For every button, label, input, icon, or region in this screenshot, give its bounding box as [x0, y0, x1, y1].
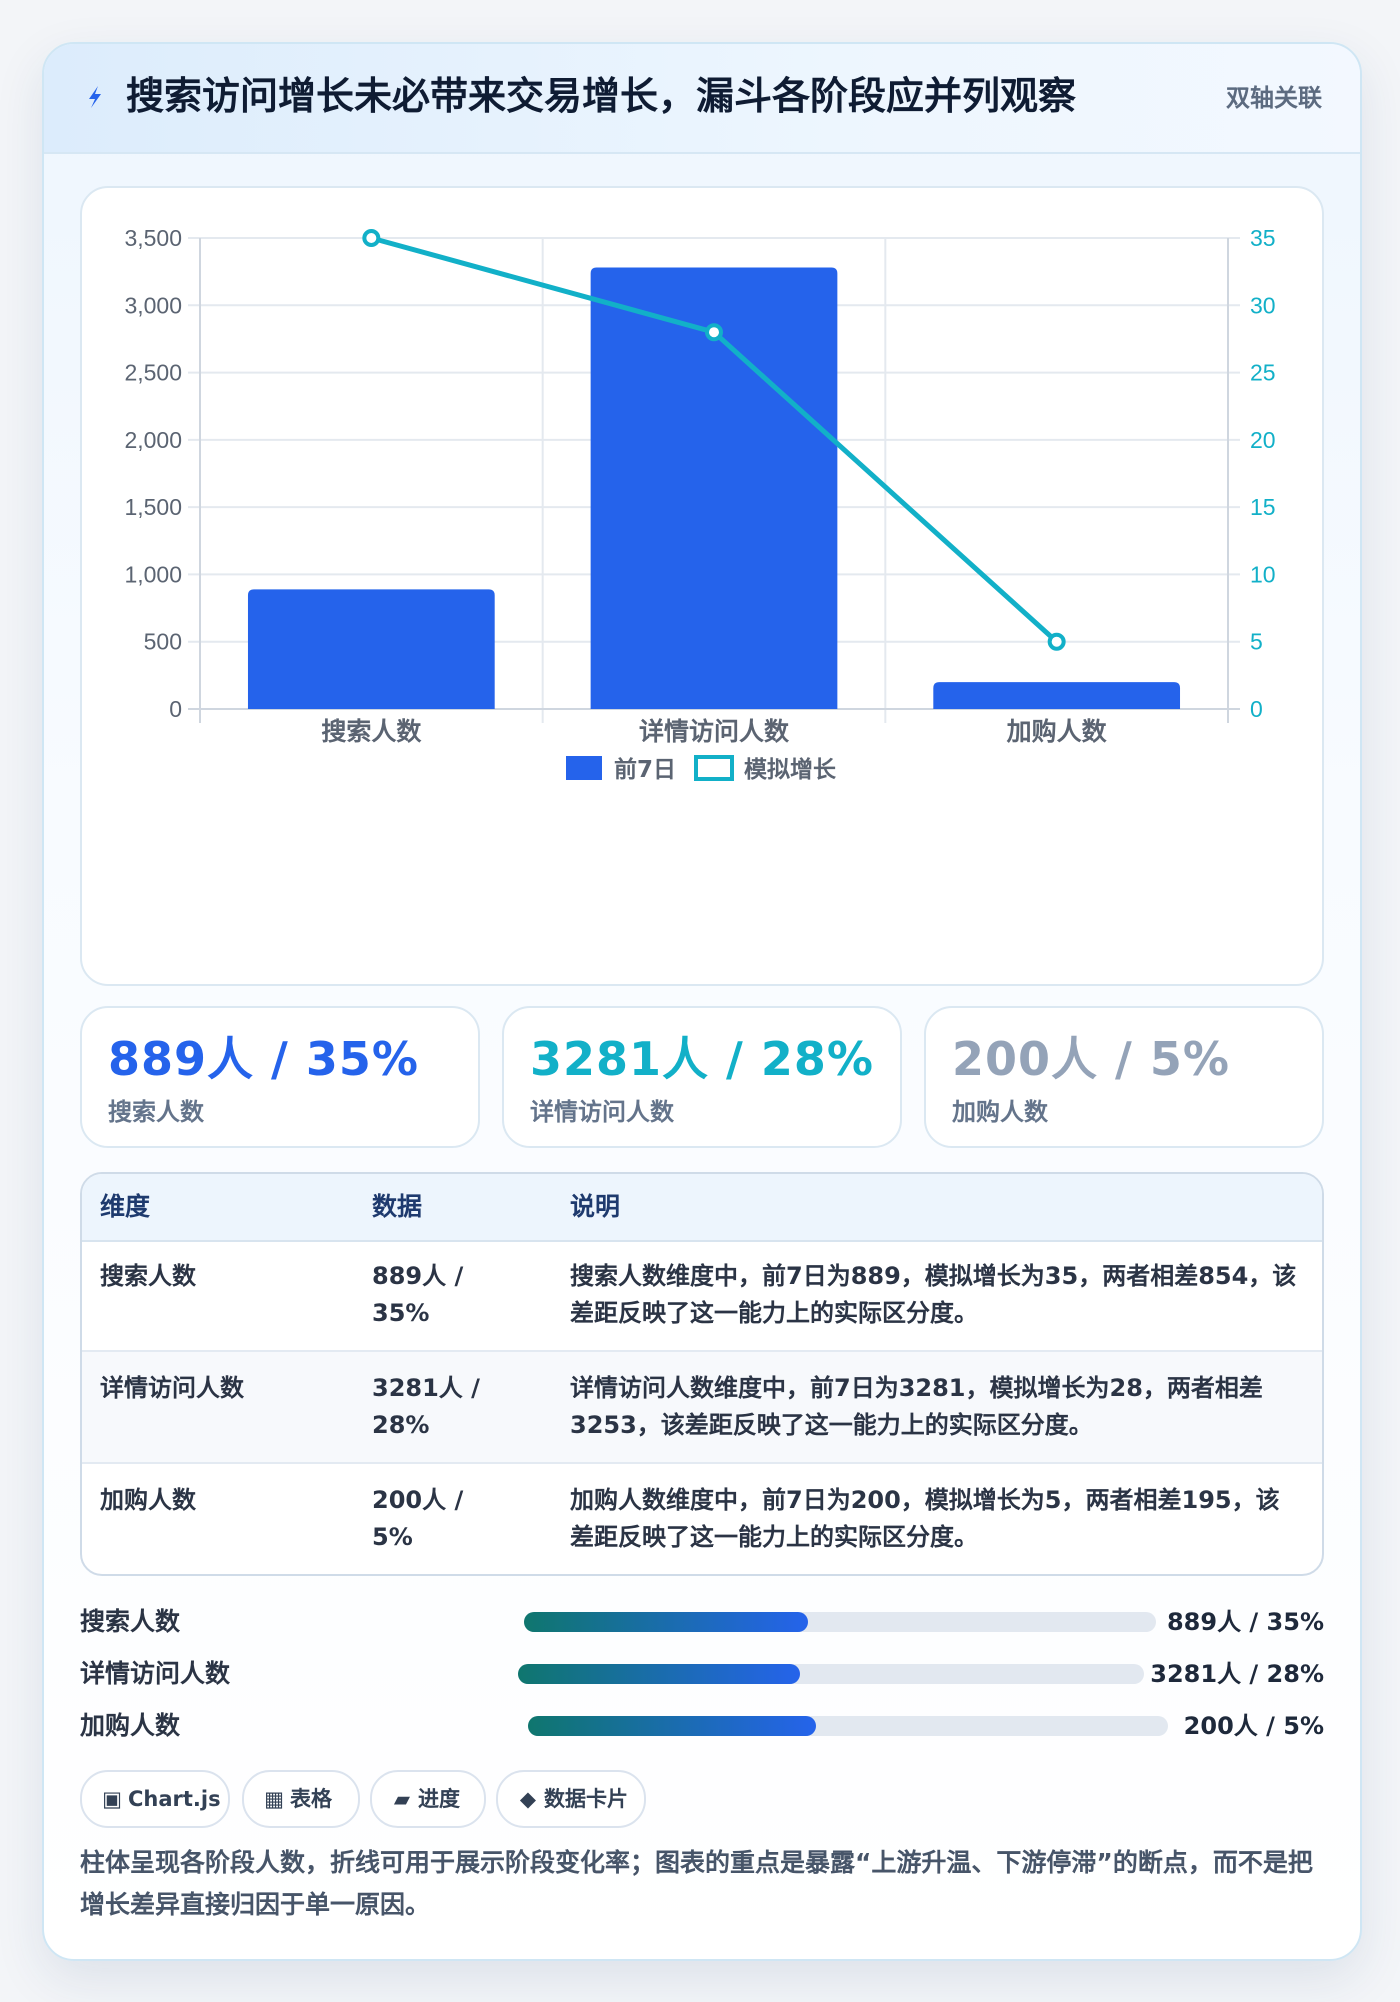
progress-track [524, 1612, 1156, 1632]
progress-row: 搜索人数 889人 / 35% [80, 1604, 1324, 1640]
progress-track [518, 1664, 1144, 1684]
chart-bar [247, 589, 495, 709]
series-point [362, 229, 381, 247]
progress-label: 搜索人数 [80, 1607, 181, 1636]
y-right-tick-label: 10 [1250, 561, 1276, 587]
y-left-tick-label: 2,500 [124, 360, 182, 386]
page-title: 搜索访问增长未必带来交易增长，漏斗各阶段应并列观察 [126, 74, 1077, 118]
cell-dimension: 详情访问人数 [100, 1374, 244, 1402]
legend-swatch-line [694, 755, 734, 781]
y-right-tick-label: 20 [1250, 427, 1276, 453]
table-icon: ▦ [264, 1787, 284, 1811]
cell-dimension: 加购人数 [100, 1486, 196, 1514]
kpi-value: 200人 / 5% [952, 1032, 1230, 1086]
chip-label: Chart.js [128, 1787, 221, 1811]
y-right-tick-label: 5 [1250, 629, 1263, 655]
progress-label: 加购人数 [80, 1711, 181, 1740]
chart-bar [590, 267, 838, 709]
progress-icon: ▰ [393, 1787, 411, 1811]
progress-row: 详情访问人数 3281人 / 28% [80, 1656, 1324, 1692]
y-right-tick-label: 25 [1250, 360, 1276, 386]
table-row: 加购人数 200人 / 5% 加购人数维度中，前7日为200，模拟增长为5，两者… [82, 1464, 1322, 1574]
chip-label: 进度 [418, 1787, 460, 1811]
chart-bar [933, 682, 1181, 709]
legend-label: 模拟增长 [744, 756, 837, 783]
cell-data: 889人 / 35% [372, 1262, 464, 1327]
column-header-data: 数据 [372, 1192, 423, 1221]
footnote: 柱体呈现各阶段人数，折线可用于展示阶段变化率；图表的重点是暴露“上游升温、下游停… [80, 1848, 1313, 1919]
kpi-label: 加购人数 [952, 1098, 1048, 1126]
chip-label: 数据卡片 [544, 1787, 628, 1811]
tag-chips: ▣ Chart.js ▦ 表格 ▰ 进度 ◆ 数据卡片 [80, 1770, 1324, 1828]
chart-panel: 0 500 1,000 1,500 2,000 2,500 3,000 3,500 0 5 10 15… [80, 186, 1324, 986]
column-header-description: 说明 [570, 1192, 621, 1221]
x-tick-label: 详情访问人数 [639, 717, 790, 746]
dual-axis-chart: 0 500 1,000 1,500 2,000 2,500 3,000 3,500 0 5 10 15… [124, 225, 1276, 783]
legend-swatch-bar [566, 756, 602, 780]
column-header-dimension: 维度 [100, 1192, 151, 1221]
y-right-tick-label: 35 [1250, 225, 1276, 251]
progress-fill [528, 1716, 816, 1736]
cell-data: 200人 / 5% [372, 1486, 464, 1551]
table-row: 详情访问人数 3281人 / 28% 详情访问人数维度中，前7日为3281，模拟… [82, 1352, 1322, 1464]
y-left-tick-label: 2,000 [124, 427, 182, 453]
legend-label: 前7日 [614, 756, 676, 783]
cell-description: 加购人数维度中，前7日为200，模拟增长为5，两者相差195，该差距反映了这一能… [570, 1486, 1280, 1551]
progress-label: 详情访问人数 [80, 1659, 231, 1688]
table-header: 维度 数据 说明 [82, 1174, 1322, 1242]
kpi-value: 889人 / 35% [108, 1032, 419, 1086]
kpi-cards: 889人 / 35% 搜索人数 3281人 / 28% 详情访问人数 200人 … [80, 1006, 1324, 1148]
y-left-tick-label: 0 [169, 696, 182, 722]
kpi-value: 3281人 / 28% [530, 1032, 874, 1086]
cell-data: 3281人 / 28% [372, 1374, 480, 1439]
chip-data-card[interactable]: ◆ 数据卡片 [496, 1770, 646, 1828]
data-table: 维度 数据 说明 搜索人数 889人 / 35% 搜索人数维度中，前7日为889… [80, 1172, 1324, 1576]
dashboard-card: 搜索访问增长未必带来交易增长，漏斗各阶段应并列观察 双轴关联 0 500 1,000… [42, 42, 1362, 1961]
kpi-label: 搜索人数 [108, 1098, 204, 1126]
x-tick-label: 搜索人数 [321, 717, 422, 746]
y-left-tick-label: 3,500 [124, 225, 182, 251]
cell-dimension: 搜索人数 [100, 1262, 196, 1290]
chip-table[interactable]: ▦ 表格 [242, 1770, 360, 1828]
kpi-label: 详情访问人数 [530, 1098, 674, 1126]
cell-description: 详情访问人数维度中，前7日为3281，模拟增长为28，两者相差3253，该差距反… [570, 1374, 1263, 1439]
lightning-icon [89, 86, 101, 108]
progress-list: 搜索人数 889人 / 35% 详情访问人数 3281人 / 28% 加购人数 … [80, 1604, 1324, 1754]
header-tag: 双轴关联 [1226, 84, 1322, 112]
kpi-card-search: 889人 / 35% 搜索人数 [80, 1006, 480, 1148]
y-left-tick-label: 500 [144, 629, 182, 655]
kpi-card-cart: 200人 / 5% 加购人数 [924, 1006, 1324, 1148]
progress-value: 3281人 / 28% [1150, 1660, 1324, 1688]
chip-label: 表格 [290, 1787, 332, 1811]
y-left-tick-label: 1,000 [124, 561, 182, 587]
y-left-tick-label: 3,000 [124, 292, 182, 318]
series-point [1047, 632, 1066, 651]
progress-row: 加购人数 200人 / 5% [80, 1708, 1324, 1744]
kpi-card-detail: 3281人 / 28% 详情访问人数 [502, 1006, 902, 1148]
x-tick-label: 加购人数 [1006, 717, 1108, 746]
chip-progress[interactable]: ▰ 进度 [370, 1770, 486, 1828]
y-left-tick-label: 1,500 [124, 494, 182, 520]
chart-icon: ▣ [102, 1787, 122, 1811]
table-row: 搜索人数 889人 / 35% 搜索人数维度中，前7日为889，模拟增长为35，… [82, 1240, 1322, 1352]
y-right-tick-label: 30 [1250, 292, 1276, 318]
series-point [705, 323, 723, 342]
y-right-tick-label: 15 [1250, 494, 1276, 520]
progress-track [528, 1716, 1168, 1736]
card-header: 搜索访问增长未必带来交易增长，漏斗各阶段应并列观察 双轴关联 [44, 44, 1360, 154]
cell-description: 搜索人数维度中，前7日为889，模拟增长为35，两者相差854，该差距反映了这一… [570, 1262, 1297, 1327]
progress-fill [524, 1612, 809, 1632]
progress-value: 200人 / 5% [1183, 1712, 1324, 1740]
chip-chartjs[interactable]: ▣ Chart.js [80, 1770, 230, 1828]
progress-fill [518, 1664, 800, 1684]
progress-value: 889人 / 35% [1166, 1608, 1324, 1636]
card-icon: ◆ [519, 1787, 537, 1811]
y-right-tick-label: 0 [1250, 696, 1263, 722]
